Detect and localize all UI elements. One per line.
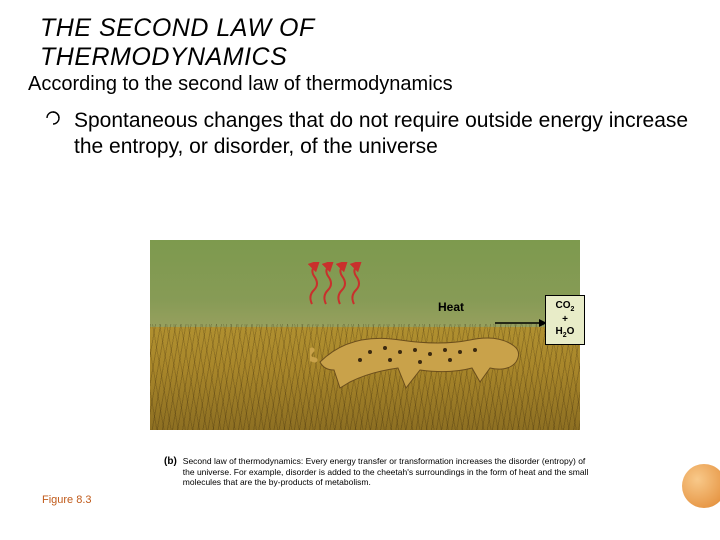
intro-text: According to the second law of thermodyn… [28,73,453,96]
cheetah-icon [310,322,530,394]
h2o-h: H [556,326,563,337]
bullet-marker-icon [46,108,60,161]
heat-label: Heat [438,300,464,314]
h2o-o: O [567,326,575,337]
caption-text: Second law of thermodynamics: Every ener… [183,456,594,488]
h2o-label: H2O [546,326,584,340]
molecule-box: CO2 + H2O [545,295,585,345]
figure-caption: (b) Second law of thermodynamics: Every … [164,456,594,488]
co2-text: CO [556,300,571,311]
title-line-2: THERMODYNAMICS [40,43,287,71]
caption-label: (b) [164,456,177,488]
title-line-1: THE SECOND LAW OF [40,14,315,42]
figure-reference: Figure 8.3 [42,494,92,506]
decoration-circle-icon [682,464,720,508]
bullet-item: Spontaneous changes that do not require … [46,108,690,161]
co2-label: CO2 [546,300,584,314]
plus-label: + [546,314,584,326]
arrow-icon [495,318,547,328]
co2-sub: 2 [571,306,575,313]
heat-waves-icon [306,262,376,306]
bullet-text: Spontaneous changes that do not require … [74,108,690,161]
slide-title: THE SECOND LAW OF THERMODYNAMICS [40,14,315,72]
